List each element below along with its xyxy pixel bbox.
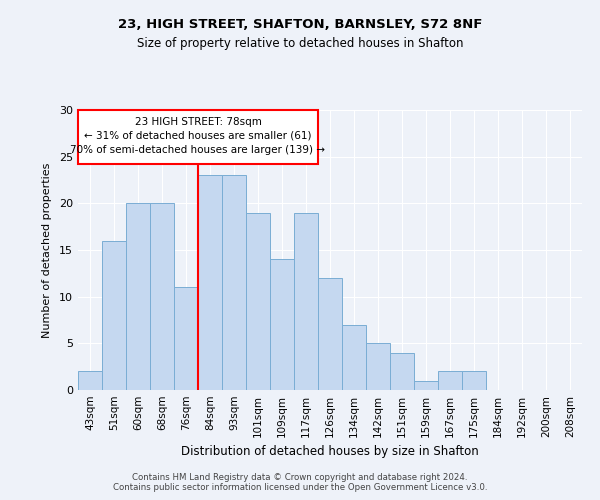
Bar <box>270 260 294 390</box>
Bar <box>366 344 390 390</box>
Bar <box>462 372 486 390</box>
Bar <box>318 278 342 390</box>
Text: 70% of semi-detached houses are larger (139) →: 70% of semi-detached houses are larger (… <box>71 144 325 154</box>
Bar <box>150 204 174 390</box>
Bar <box>294 212 318 390</box>
Bar <box>78 372 102 390</box>
Bar <box>414 380 438 390</box>
Bar <box>174 288 198 390</box>
Text: 23, HIGH STREET, SHAFTON, BARNSLEY, S72 8NF: 23, HIGH STREET, SHAFTON, BARNSLEY, S72 … <box>118 18 482 30</box>
Bar <box>246 212 270 390</box>
Bar <box>390 352 414 390</box>
Bar <box>438 372 462 390</box>
FancyBboxPatch shape <box>78 110 318 164</box>
Bar <box>126 204 150 390</box>
Text: Size of property relative to detached houses in Shafton: Size of property relative to detached ho… <box>137 38 463 51</box>
Bar <box>222 176 246 390</box>
Bar <box>342 324 366 390</box>
Text: 23 HIGH STREET: 78sqm: 23 HIGH STREET: 78sqm <box>134 116 262 126</box>
Bar <box>198 176 222 390</box>
Bar <box>102 240 126 390</box>
Y-axis label: Number of detached properties: Number of detached properties <box>42 162 52 338</box>
X-axis label: Distribution of detached houses by size in Shafton: Distribution of detached houses by size … <box>181 446 479 458</box>
Text: ← 31% of detached houses are smaller (61): ← 31% of detached houses are smaller (61… <box>84 130 312 140</box>
Text: Contains HM Land Registry data © Crown copyright and database right 2024.
Contai: Contains HM Land Registry data © Crown c… <box>113 473 487 492</box>
